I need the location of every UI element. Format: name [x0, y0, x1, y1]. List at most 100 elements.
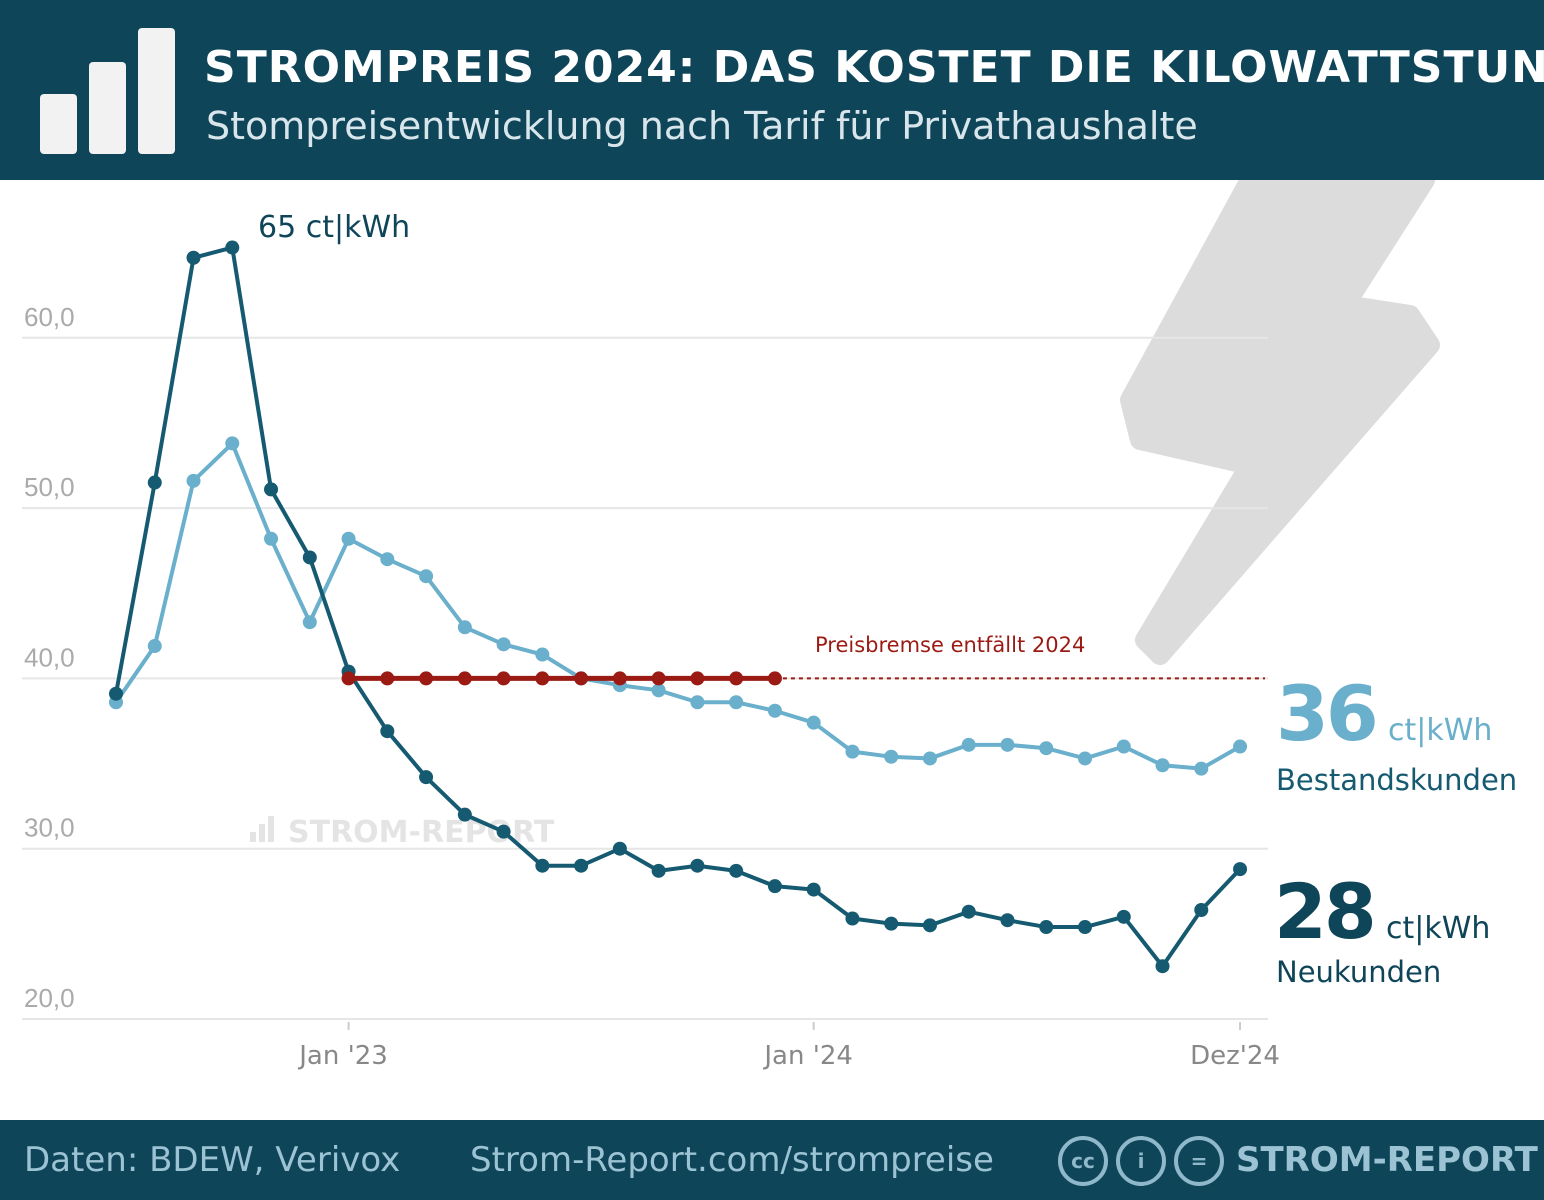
data-point — [690, 858, 705, 873]
price-cap-label: Preisbremse entfällt 2024 — [815, 633, 1085, 657]
data-point — [1039, 741, 1054, 756]
data-point — [109, 686, 123, 701]
page-title: STROMPREIS 2024: DAS KOSTET DIE KILOWATT… — [204, 42, 1544, 93]
data-point — [884, 749, 899, 764]
series-line — [114, 245, 1242, 969]
data-point — [1078, 751, 1092, 766]
data-point — [922, 918, 937, 933]
bestand-end-unit: ct|kWh — [1388, 713, 1492, 748]
price-cap-point — [496, 671, 511, 686]
data-point — [806, 715, 821, 730]
data-point — [961, 737, 976, 752]
price-cap-point — [651, 671, 666, 686]
data-point — [496, 824, 511, 839]
y-tick-label: 40,0 — [24, 642, 75, 672]
series-line — [114, 441, 1242, 771]
watermark: STROM-REPORT — [288, 815, 555, 850]
data-point — [767, 879, 782, 894]
data-point — [380, 552, 395, 567]
data-point — [1000, 913, 1015, 928]
data-point — [1155, 959, 1170, 974]
data-point — [1116, 739, 1131, 754]
data-point — [380, 724, 395, 739]
bestand-series-name: Bestandskunden — [1276, 763, 1517, 797]
price-cap-point — [767, 671, 782, 686]
price-cap-point — [690, 671, 705, 686]
data-point — [845, 911, 860, 926]
bar-chart-icon — [40, 28, 180, 154]
source-link[interactable]: Strom-Report.com/strompreise — [470, 1140, 994, 1180]
data-point — [419, 770, 434, 785]
data-point — [225, 240, 240, 255]
data-point — [1233, 739, 1248, 754]
data-point — [922, 751, 937, 766]
data-point — [690, 695, 705, 710]
y-tick-label: 60,0 — [24, 302, 75, 332]
price-cap-point — [457, 671, 472, 686]
data-point — [457, 620, 472, 635]
nd-icon: = — [1174, 1136, 1224, 1186]
y-tick-label: 30,0 — [24, 813, 75, 843]
data-point — [302, 550, 317, 565]
price-cap-point — [535, 671, 550, 686]
data-point — [186, 473, 201, 488]
data-point — [1039, 920, 1054, 935]
data-point — [767, 703, 782, 718]
data-point — [1078, 920, 1092, 935]
data-source: Daten: BDEW, Verivox — [24, 1140, 401, 1180]
data-point — [264, 531, 279, 546]
bestand-end-value: 36 — [1276, 669, 1376, 758]
peak-label: 65 ct|kWh — [258, 210, 410, 245]
data-point — [729, 695, 744, 710]
data-point — [419, 569, 434, 584]
data-point — [574, 858, 589, 873]
data-point — [1194, 761, 1209, 776]
data-point — [302, 615, 317, 630]
y-tick-label: 50,0 — [24, 472, 75, 502]
data-point — [264, 482, 279, 497]
data-point — [845, 744, 860, 759]
data-point — [535, 858, 550, 873]
lightning-icon — [1120, 180, 1440, 665]
x-tick-label: Dez'24 — [1190, 1041, 1280, 1071]
data-point — [147, 639, 162, 654]
data-point — [496, 637, 511, 652]
data-point — [1116, 909, 1131, 924]
data-point — [729, 863, 744, 878]
data-point — [806, 882, 821, 897]
price-cap-point — [729, 671, 744, 686]
price-cap-point — [341, 671, 356, 686]
x-tick-label: Jan '24 — [762, 1041, 853, 1071]
brand-name: STROM-REPORT — [1236, 1140, 1538, 1180]
price-cap-point — [419, 671, 434, 686]
price-cap-point — [380, 671, 395, 686]
chart: 20,0 30,0 40,0 50,0 60,0 Jan '23 Jan '24 Dez'24… — [22, 180, 1517, 1071]
x-tick-label: Jan '23 — [297, 1041, 388, 1071]
data-point — [457, 807, 472, 822]
data-point — [186, 250, 201, 265]
data-point — [225, 436, 240, 451]
by-icon: i — [1116, 1136, 1166, 1186]
header: STROMPREIS 2024: DAS KOSTET DIE KILOWATT… — [0, 0, 1544, 180]
neu-series-name: Neukunden — [1276, 955, 1441, 989]
data-point — [1233, 862, 1248, 877]
neu-end-unit: ct|kWh — [1386, 911, 1490, 946]
watermark-icon — [250, 816, 274, 842]
data-point — [612, 841, 627, 856]
data-point — [1000, 737, 1015, 752]
data-point — [1155, 758, 1170, 773]
data-point — [1194, 903, 1209, 918]
cc-icon: cc — [1058, 1136, 1108, 1186]
neu-end-value: 28 — [1274, 867, 1374, 956]
footer: Daten: BDEW, Verivox Strom-Report.com/st… — [0, 1120, 1544, 1200]
data-point — [535, 647, 550, 662]
price-cap-point — [574, 671, 589, 686]
data-point — [651, 863, 666, 878]
page-subtitle: Stompreisentwicklung nach Tarif für Priv… — [206, 104, 1198, 148]
data-point — [884, 916, 899, 931]
y-tick-label: 20,0 — [24, 983, 75, 1013]
data-point — [341, 531, 356, 546]
data-point — [651, 683, 666, 698]
price-cap-point — [612, 671, 627, 686]
data-point — [961, 904, 976, 919]
